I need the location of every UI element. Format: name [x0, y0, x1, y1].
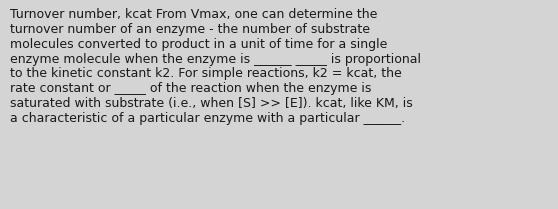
- Text: Turnover number, kcat From Vmax, one can determine the: Turnover number, kcat From Vmax, one can…: [10, 8, 377, 21]
- Text: to the kinetic constant k2. For simple reactions, k2 = kcat, the: to the kinetic constant k2. For simple r…: [10, 67, 402, 80]
- Text: turnover number of an enzyme - the number of substrate: turnover number of an enzyme - the numbe…: [10, 23, 370, 36]
- Text: molecules converted to product in a unit of time for a single: molecules converted to product in a unit…: [10, 38, 387, 51]
- Text: rate constant or _____ of the reaction when the enzyme is: rate constant or _____ of the reaction w…: [10, 82, 372, 95]
- Text: a characteristic of a particular enzyme with a particular ______.: a characteristic of a particular enzyme …: [10, 112, 405, 125]
- Text: saturated with substrate (i.e., when [S] >> [E]). kcat, like KM, is: saturated with substrate (i.e., when [S]…: [10, 97, 413, 110]
- Text: enzyme molecule when the enzyme is ______ _____ is proportional: enzyme molecule when the enzyme is _____…: [10, 53, 421, 66]
